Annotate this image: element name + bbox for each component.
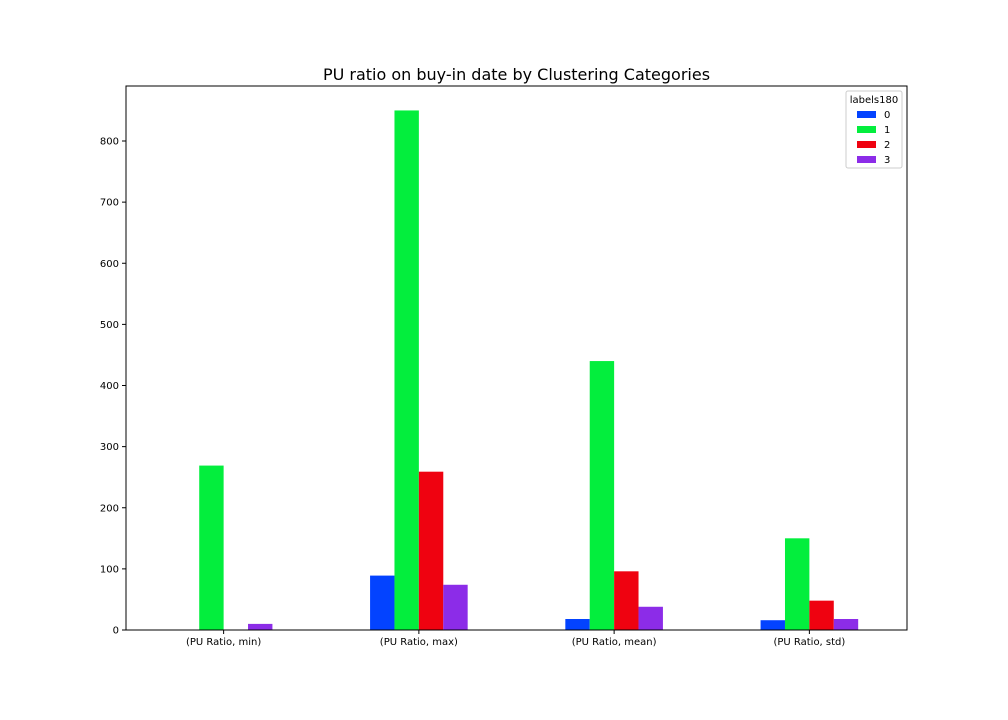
legend-title: labels180 [850,95,898,106]
y-tick-label: 100 [100,564,119,575]
legend-swatch-3 [857,156,876,163]
bar-series-0-2 [370,575,395,630]
x-tick-label: (PU Ratio, max) [380,637,458,648]
legend: labels180 0 1 2 3 [845,90,903,169]
bar-series-2-3 [614,571,639,630]
bar-series-1-4 [784,538,810,630]
bar-series-2-2 [418,471,444,630]
y-tick-label: 300 [100,442,119,453]
y-tick-label: 600 [100,259,119,270]
bar-series-1-1 [199,465,224,630]
x-tick-label: (PU Ratio, min) [186,637,261,648]
bar-series-3-2 [443,584,468,630]
bar-series-0-3 [565,619,590,630]
bar-series-3-3 [638,606,663,630]
legend-swatch-1 [857,126,876,133]
x-tick-label: (PU Ratio, mean) [572,637,657,648]
bar-series-0-4 [760,620,785,630]
legend-label-1: 1 [884,125,890,136]
y-tick-label: 800 [100,137,119,148]
bar-series-1-2 [394,110,419,630]
bar-series-3-4 [833,619,859,630]
bar-series-2-4 [809,600,834,630]
chart-title: PU ratio on buy-in date by Clustering Ca… [323,65,710,84]
legend-swatch-0 [857,111,876,118]
legend-label-0: 0 [884,110,890,121]
legend-label-2: 2 [884,140,890,151]
y-tick-label: 700 [100,198,119,209]
bar-series-1-3 [589,361,615,630]
bar-series-3-1 [248,623,273,630]
axes-frame [125,85,908,631]
y-tick-label: 200 [100,503,119,514]
plot-area: 0 100 200 300 400 500 600 700 800 (PU Ratio, min)… [100,85,908,648]
y-tick-label: 500 [100,320,119,331]
y-tick-label: 0 [113,626,119,637]
legend-label-3: 3 [884,155,890,166]
y-tick-label: 400 [100,381,119,392]
x-tick-label: (PU Ratio, std) [773,637,845,648]
legend-swatch-2 [857,141,876,148]
